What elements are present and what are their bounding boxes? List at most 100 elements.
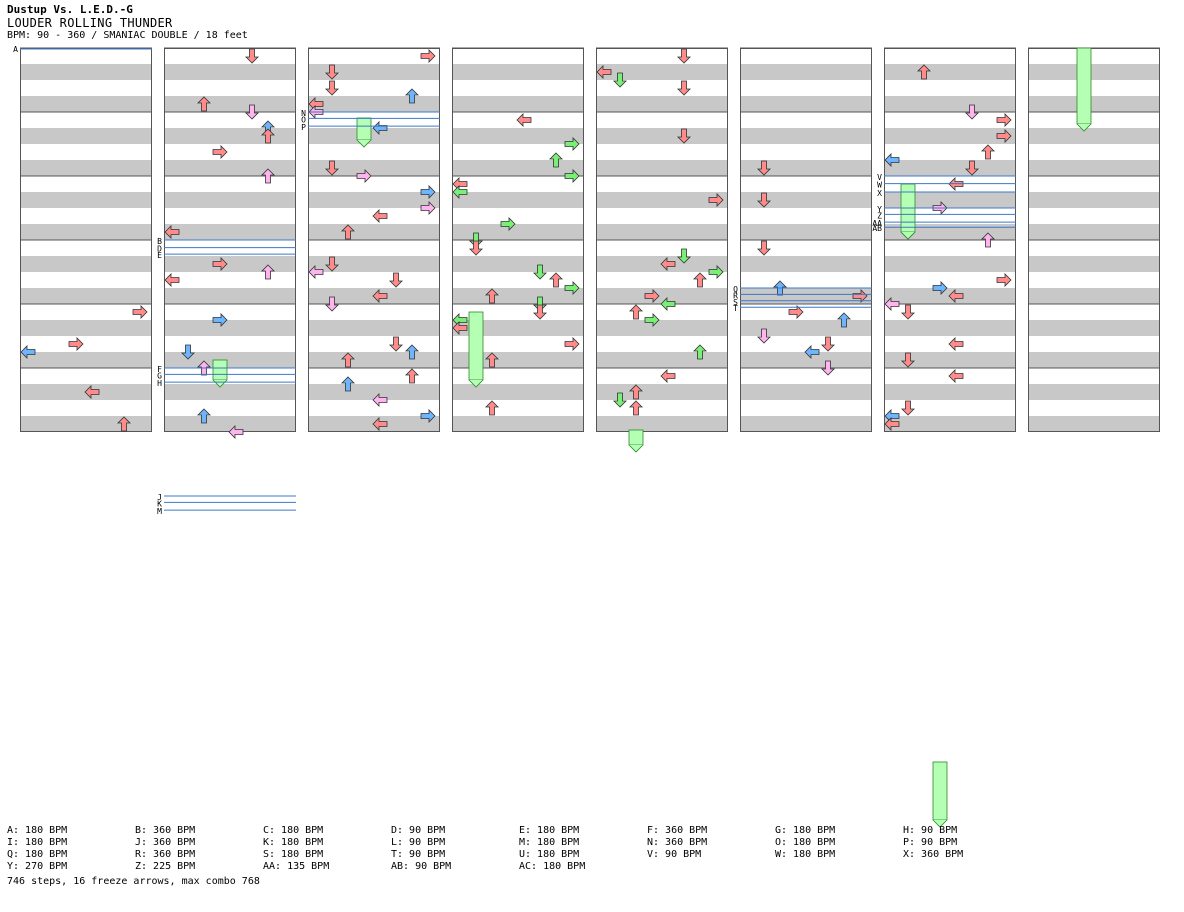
- bpm-legend-entry: AB: 90 BPM: [391, 861, 452, 872]
- bpm-legend-entry: J: 360 BPM: [135, 837, 196, 848]
- bpm-change-marker: A: [13, 45, 152, 54]
- step-arrow: [420, 185, 436, 199]
- step-arrow: [917, 64, 931, 80]
- step-arrow: [341, 224, 355, 240]
- step-arrow: [981, 144, 995, 160]
- chart-summary: 746 steps, 16 freeze arrows, max combo 7…: [7, 876, 260, 887]
- bpm-change-marker: T: [733, 304, 872, 313]
- bpm-change-label: G: [157, 371, 162, 380]
- bpm-change-label: K: [157, 499, 162, 508]
- bpm-legend-entry: G: 180 BPM: [775, 825, 836, 836]
- chart-column: [740, 47, 872, 432]
- step-arrow: [372, 289, 388, 303]
- bpm-change-label: AB: [872, 224, 882, 233]
- freeze-arrow: [356, 117, 372, 148]
- step-arrow: [452, 185, 468, 199]
- step-arrow: [821, 336, 835, 352]
- step-arrow: [996, 273, 1012, 287]
- bpm-change-label: Q: [733, 285, 738, 294]
- step-arrow: [533, 304, 547, 320]
- step-arrow: [84, 385, 100, 399]
- step-arrow: [757, 328, 771, 344]
- bpm-change-label: E: [157, 251, 162, 260]
- bpm-legend-entry: D: 90 BPM: [391, 825, 446, 836]
- step-arrow: [485, 288, 499, 304]
- step-arrow: [212, 313, 228, 327]
- bpm-legend-entry: M: 180 BPM: [519, 837, 580, 848]
- step-arrow: [325, 160, 339, 176]
- chart-column: [308, 47, 440, 432]
- bpm-legend-entry: E: 180 BPM: [519, 825, 580, 836]
- bpm-change-label: D: [157, 245, 162, 254]
- bpm-change-marker: Y: [877, 205, 1016, 214]
- bpm-change-marker: N: [301, 109, 440, 118]
- step-arrow: [325, 256, 339, 272]
- bpm-change-marker: AA: [872, 219, 1016, 228]
- bpm-legend-entry: H: 90 BPM: [903, 825, 958, 836]
- step-arrow: [644, 313, 660, 327]
- step-arrow: [325, 64, 339, 80]
- step-arrow: [901, 400, 915, 416]
- step-arrow: [901, 304, 915, 320]
- step-arrow: [837, 312, 851, 328]
- step-arrow: [197, 96, 211, 112]
- step-arrow: [613, 72, 627, 88]
- bpm-legend-entry: W: 180 BPM: [775, 849, 836, 860]
- step-arrow: [677, 128, 691, 144]
- step-arrow: [212, 145, 228, 159]
- bpm-change-marker: P: [301, 123, 440, 132]
- chart-column: [20, 47, 152, 432]
- step-arrow: [20, 345, 36, 359]
- step-arrow: [981, 232, 995, 248]
- bpm-change-marker: V: [877, 173, 1016, 182]
- chart-column: [884, 47, 1016, 432]
- step-arrow: [948, 369, 964, 383]
- step-arrow: [965, 104, 979, 120]
- step-arrow: [261, 264, 275, 280]
- step-arrow: [629, 304, 643, 320]
- step-arrow: [788, 305, 804, 319]
- step-arrow: [372, 417, 388, 431]
- step-arrow: [948, 289, 964, 303]
- bpm-change-marker: Q: [733, 285, 872, 294]
- step-arrow: [197, 408, 211, 424]
- step-arrow: [677, 80, 691, 96]
- song-title: LOUDER ROLLING THUNDER: [7, 16, 173, 30]
- freeze-arrow: [468, 311, 484, 388]
- column-steps: [452, 113, 580, 416]
- step-arrow: [660, 369, 676, 383]
- step-arrow: [356, 169, 372, 183]
- step-arrow: [677, 248, 691, 264]
- bpm-change-label: W: [877, 181, 882, 190]
- bpm-change-label: Z: [877, 211, 882, 220]
- bpm-legend-entry: Z: 225 BPM: [135, 861, 196, 872]
- step-arrow: [372, 209, 388, 223]
- step-arrow: [549, 272, 563, 288]
- step-arrow: [708, 193, 724, 207]
- step-arrow: [420, 49, 436, 63]
- bpm-legend-entry: Y: 270 BPM: [7, 861, 68, 872]
- step-arrow: [677, 48, 691, 64]
- bpm-legend-entry: O: 180 BPM: [775, 837, 836, 848]
- step-arrow: [804, 345, 820, 359]
- step-arrow: [693, 272, 707, 288]
- step-arrow: [884, 297, 900, 311]
- bpm-change-label: M: [157, 507, 162, 516]
- step-arrow: [132, 305, 148, 319]
- step-arrow: [884, 417, 900, 431]
- bpm-change-marker: F: [157, 365, 296, 374]
- step-arrow: [564, 281, 580, 295]
- step-arrow: [308, 265, 324, 279]
- chart-info: BPM: 90 - 360 / SMANIAC DOUBLE / 18 feet: [7, 30, 248, 41]
- step-arrow: [372, 393, 388, 407]
- step-arrow: [757, 192, 771, 208]
- step-arrow: [884, 153, 900, 167]
- bpm-legend-entry: AC: 180 BPM: [519, 861, 586, 872]
- step-arrow: [228, 425, 244, 439]
- bpm-change-label: AA: [872, 219, 882, 228]
- step-arrow: [164, 273, 180, 287]
- bpm-change-marker: R: [733, 291, 872, 300]
- freeze-arrow: [628, 429, 644, 453]
- step-arrow: [564, 337, 580, 351]
